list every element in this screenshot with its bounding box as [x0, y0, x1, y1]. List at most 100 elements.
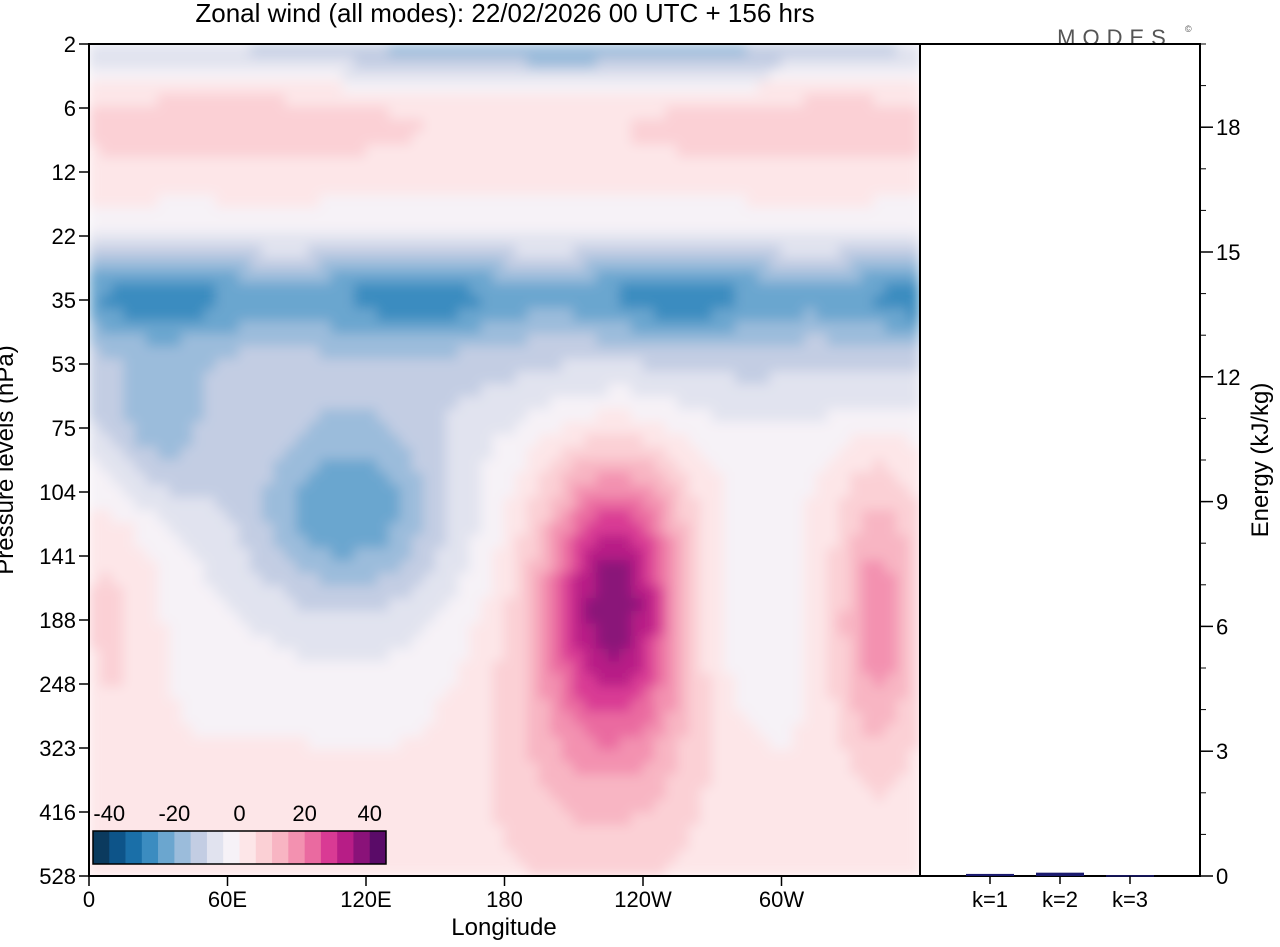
heatmap-cell: [296, 635, 309, 650]
heatmap-cell: [781, 774, 794, 789]
heatmap-cell: [284, 383, 298, 398]
heatmap-cell: [561, 434, 575, 448]
heatmap-cell: [550, 434, 563, 448]
heatmap-cell: [250, 421, 263, 436]
heatmap-cell: [100, 610, 113, 625]
heatmap-cell: [884, 93, 898, 108]
heatmap-cell: [665, 119, 679, 133]
heatmap-cell: [527, 396, 540, 411]
heatmap-cell: [688, 409, 702, 423]
heatmap-cell: [238, 749, 252, 764]
heatmap-cell: [180, 295, 194, 310]
heatmap-cell: [723, 182, 736, 196]
heatmap-cell: [365, 547, 379, 562]
heatmap-cell: [561, 484, 575, 499]
pressure-tick-label: 35: [52, 288, 76, 313]
heatmap-cell: [423, 774, 436, 789]
heatmap-cell: [804, 560, 817, 574]
heatmap-cell: [377, 787, 390, 801]
heatmap-cell: [677, 434, 690, 448]
heatmap-cell: [411, 131, 425, 146]
heatmap-cell: [584, 68, 598, 83]
heatmap-cell: [792, 472, 806, 486]
heatmap-cell: [330, 320, 344, 335]
heatmap-cell: [123, 598, 136, 612]
heatmap-cell: [203, 182, 217, 196]
heatmap-cell: [584, 346, 598, 360]
heatmap-cell: [180, 409, 194, 423]
heatmap-cell: [665, 535, 679, 549]
heatmap-cell: [400, 749, 413, 764]
heatmap-cell: [423, 736, 436, 751]
heatmap-cell: [619, 837, 632, 852]
heatmap-cell: [804, 232, 817, 247]
heatmap-cell: [850, 434, 863, 448]
heatmap-cell: [342, 308, 355, 322]
heatmap-cell: [873, 169, 886, 184]
heatmap-cell: [261, 320, 275, 335]
heatmap-cell: [619, 572, 632, 587]
heatmap-cell: [192, 320, 205, 335]
heatmap-cell: [596, 245, 609, 259]
heatmap-cell: [89, 383, 102, 398]
heatmap-cell: [100, 572, 113, 587]
heatmap-cell: [169, 585, 182, 600]
heatmap-cell: [561, 598, 575, 612]
heatmap-cell: [134, 409, 148, 423]
heatmap-cell: [804, 522, 817, 537]
heatmap-cell: [111, 736, 125, 751]
heatmap-cell: [642, 635, 656, 650]
heatmap-cell: [642, 346, 656, 360]
heatmap-cell: [469, 598, 482, 612]
heatmap-cell: [342, 812, 355, 827]
heatmap-cell: [215, 44, 228, 58]
heatmap-cell: [457, 572, 471, 587]
heatmap-cell: [123, 459, 136, 474]
heatmap-cell: [446, 396, 459, 411]
heatmap-cell: [723, 409, 736, 423]
heatmap-cell: [100, 194, 113, 209]
heatmap-cell: [907, 232, 920, 247]
heatmap-cell: [642, 736, 656, 751]
heatmap-cell: [769, 182, 782, 196]
heatmap-cell: [850, 850, 863, 864]
heatmap-cell: [180, 81, 194, 95]
heatmap-cell: [838, 610, 852, 625]
heatmap-cell: [769, 799, 782, 814]
heatmap-cell: [296, 68, 309, 83]
heatmap-cell: [734, 219, 748, 234]
heatmap-cell: [457, 232, 471, 247]
heatmap-cell: [907, 421, 920, 436]
heatmap-cell: [861, 219, 875, 234]
heatmap-cell: [227, 749, 240, 764]
heatmap-cell: [538, 371, 552, 385]
heatmap-cell: [757, 585, 771, 600]
heatmap-cell: [296, 661, 309, 675]
heatmap-cell: [630, 598, 644, 612]
heatmap-cell: [527, 106, 540, 121]
heatmap-cell: [561, 699, 575, 713]
heatmap-cell: [896, 131, 909, 146]
heatmap-cell: [423, 724, 436, 738]
heatmap-cell: [192, 509, 205, 524]
heatmap-cell: [146, 711, 159, 726]
heatmap-cell: [180, 182, 194, 196]
heatmap-cell: [238, 207, 252, 221]
heatmap-cell: [769, 661, 782, 675]
heatmap-cell: [550, 762, 563, 776]
heatmap-cell: [284, 232, 298, 247]
heatmap-cell: [192, 119, 205, 133]
heatmap-cell: [215, 535, 228, 549]
heatmap-cell: [861, 686, 875, 701]
heatmap-cell: [411, 409, 425, 423]
heatmap-cell: [815, 333, 829, 348]
heatmap-cell: [654, 774, 667, 789]
heatmap-cell: [781, 661, 794, 675]
heatmap-cell: [769, 648, 782, 663]
heatmap-cell: [215, 144, 228, 158]
heatmap-cell: [827, 257, 840, 272]
heatmap-cell: [619, 346, 632, 360]
heatmap-cell: [607, 56, 621, 70]
heatmap-cell: [89, 44, 102, 58]
heatmap-cell: [227, 572, 240, 587]
